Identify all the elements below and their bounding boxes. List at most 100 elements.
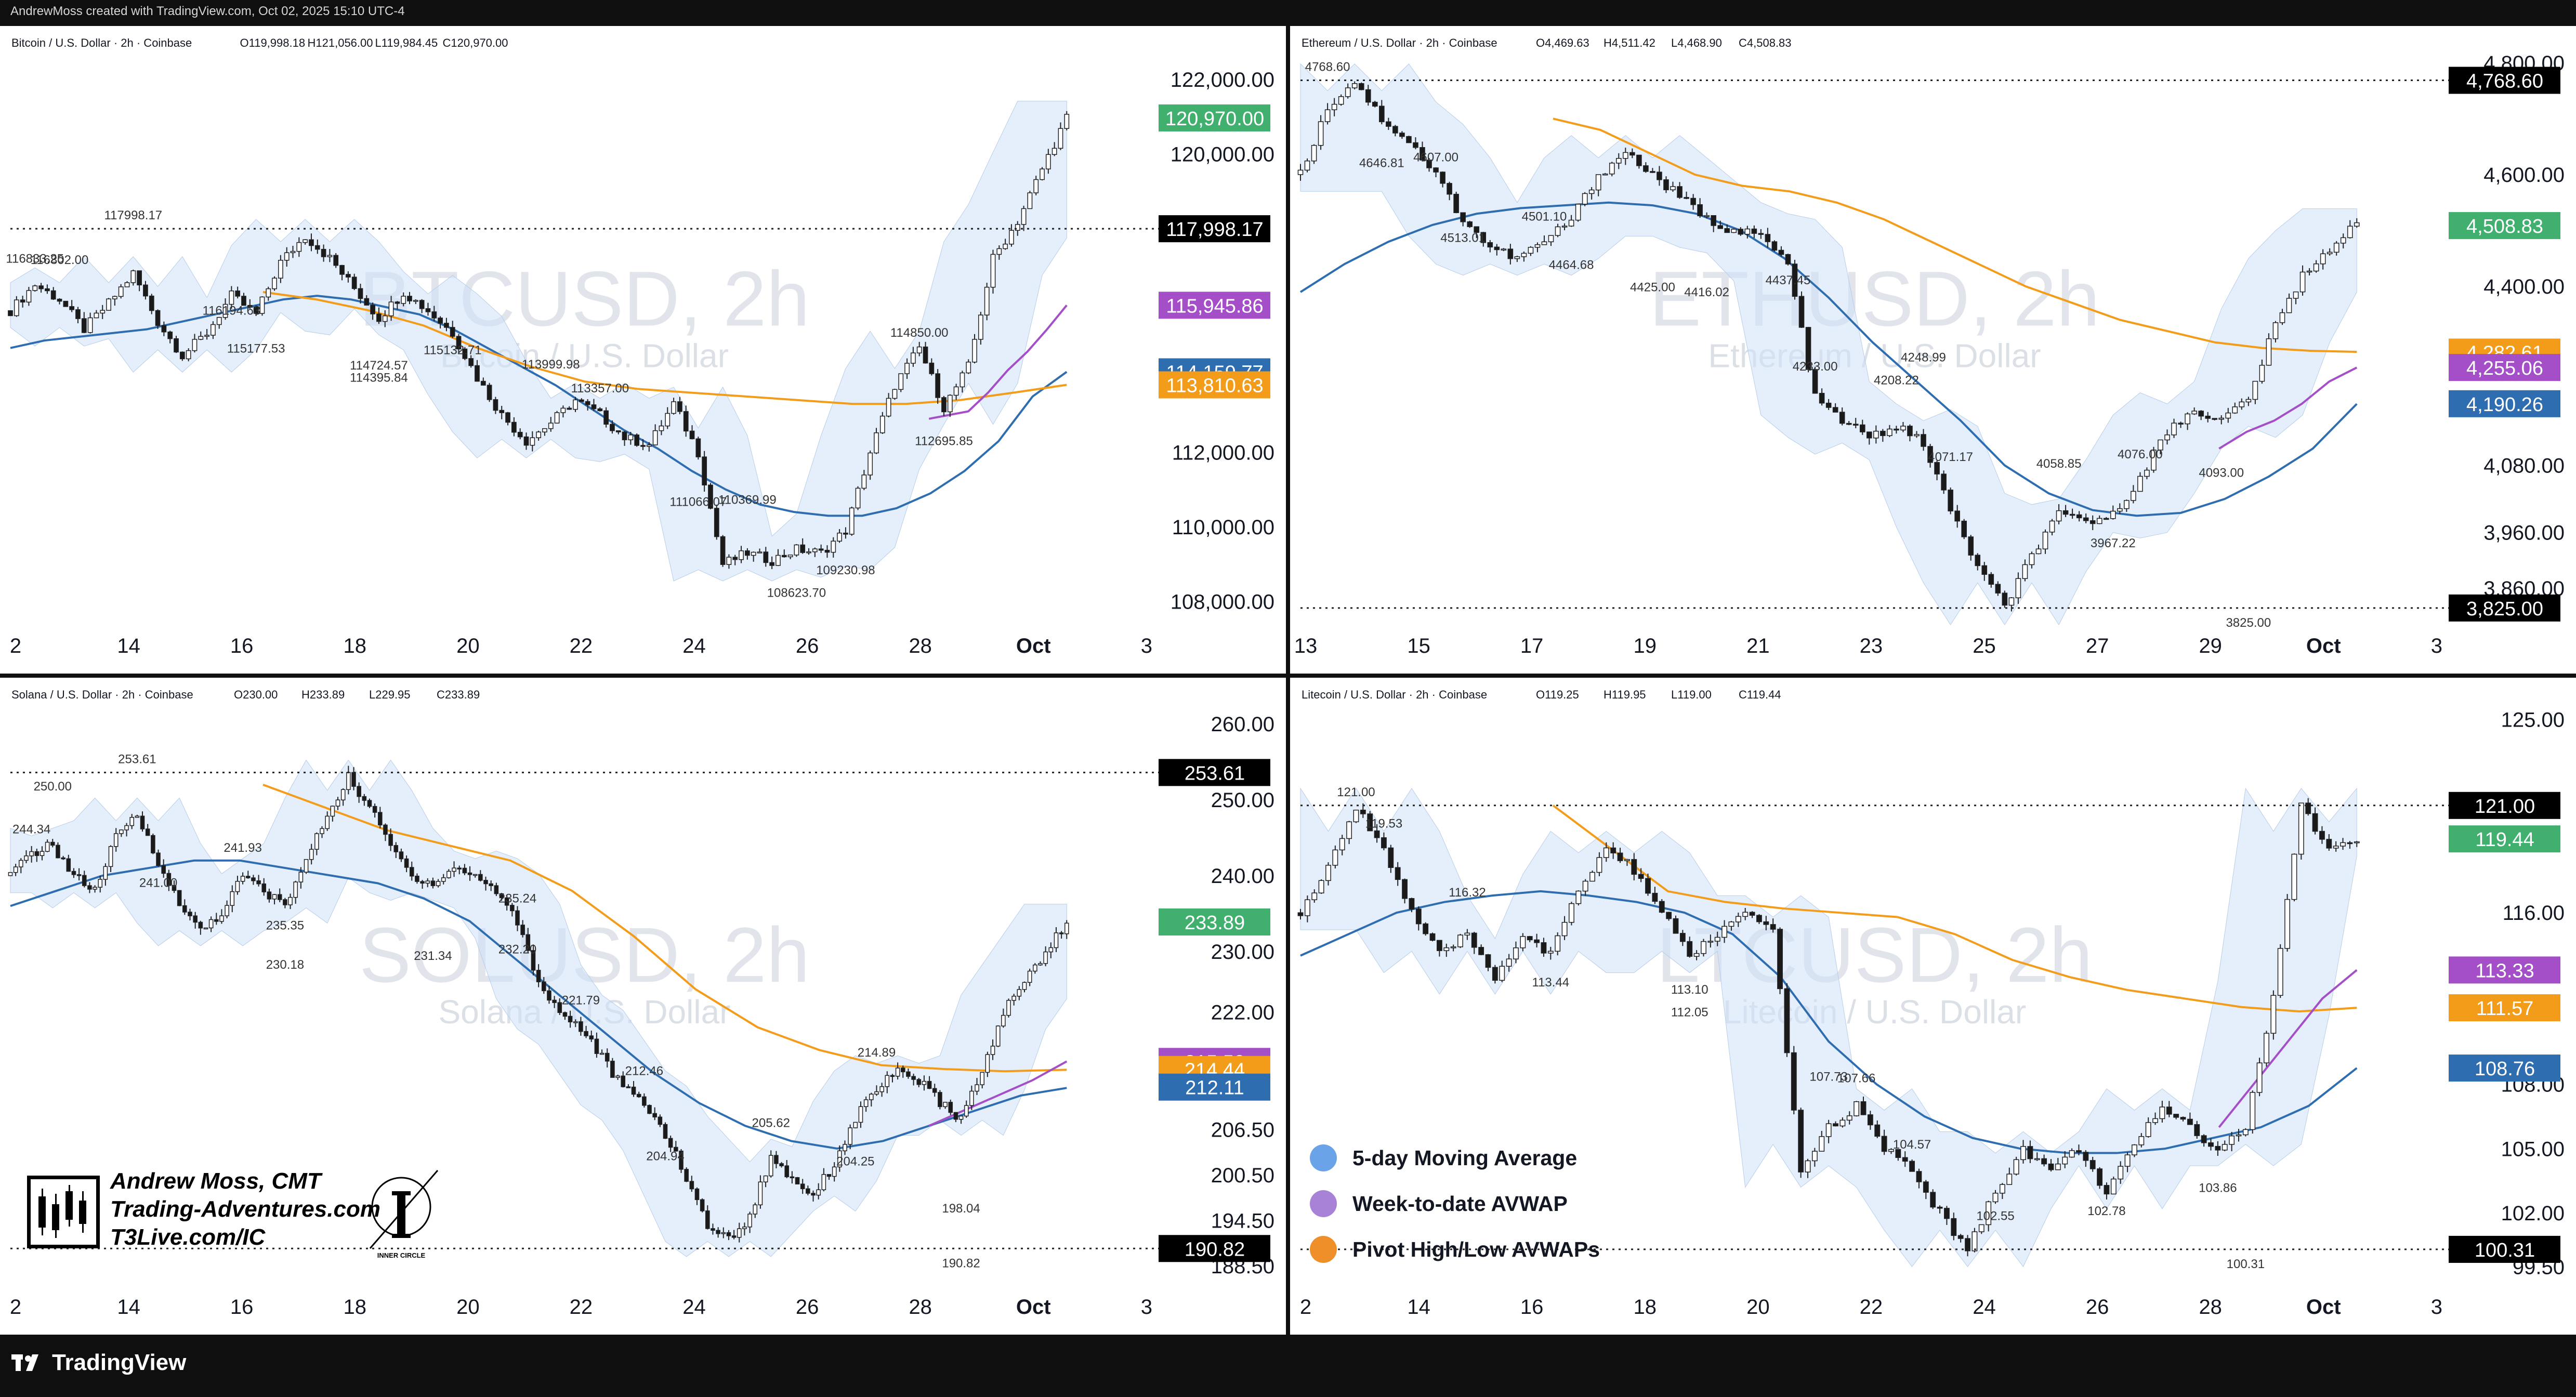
candle [50, 287, 56, 300]
candle [32, 284, 38, 292]
chart-panel-eth[interactable]: Ethereum / U.S. Dollar · 2h · Coinbase O4… [1290, 26, 2576, 674]
candle [124, 823, 129, 837]
candle [489, 880, 493, 891]
price-tag: 117,998.17 [1159, 215, 1270, 243]
candle [1721, 920, 1728, 943]
candle [2076, 511, 2082, 522]
candle [1388, 845, 1394, 873]
candle [832, 1162, 837, 1182]
candle [1944, 1206, 1950, 1225]
pivot-label: 241.00 [139, 876, 177, 890]
y-tick-label: 112,000.00 [1172, 441, 1274, 464]
candle [2326, 834, 2332, 851]
candle [253, 305, 259, 317]
candle [763, 1175, 768, 1188]
x-tick-label: 14 [117, 1296, 140, 1319]
pivot-label: 231.34 [414, 949, 452, 963]
candle [2132, 1144, 2137, 1157]
candle [1379, 100, 1385, 125]
candle [296, 237, 302, 257]
candle [26, 287, 32, 306]
candle [515, 906, 520, 931]
candle [848, 1124, 852, 1150]
candle [958, 1115, 964, 1124]
pivot-label: 232.20 [498, 943, 536, 957]
x-tick-label: 18 [344, 635, 367, 657]
ohlc-value: H119.95 [1604, 688, 1646, 701]
candle [818, 544, 824, 553]
candle [1575, 890, 1582, 906]
candle [1040, 167, 1045, 181]
candle [560, 405, 566, 418]
candle [2242, 1128, 2249, 1137]
candle [145, 824, 150, 836]
chart-panel-sol[interactable]: Solana / U.S. Dollar · 2h · Coinbase O230… [0, 678, 1286, 1335]
chart-panel-ltc[interactable]: Litecoin / U.S. Dollar · 2h · Coinbase O1… [1290, 678, 2576, 1335]
candle [2229, 1131, 2235, 1152]
y-tick-label: 4,400.00 [2483, 275, 2565, 298]
candle [1805, 326, 1811, 373]
x-tick-label: 18 [1634, 1296, 1657, 1319]
candle [161, 859, 166, 878]
ohlc-value: O119.25 [1536, 688, 1579, 701]
price-tag: 113.33 [2449, 956, 2560, 984]
pivot-label: 221.79 [562, 994, 600, 1008]
candle [214, 913, 219, 925]
candle [457, 865, 462, 875]
price-tag: 190.82 [1159, 1235, 1270, 1262]
candle [198, 331, 204, 340]
tradingview-logo[interactable]: TradingView [11, 1347, 186, 1378]
candle [75, 307, 81, 324]
candle [436, 879, 441, 888]
candle [98, 875, 103, 893]
candle [1338, 94, 1344, 106]
pivot-label: 4607.00 [1413, 150, 1458, 164]
signature-site: Trading-Adventures.com [110, 1196, 380, 1222]
candle [679, 1149, 684, 1173]
candle [172, 880, 177, 893]
candle [837, 1145, 842, 1172]
candle [757, 548, 763, 553]
candle [388, 296, 394, 321]
candle [364, 295, 370, 306]
x-tick-label: 24 [682, 1296, 706, 1319]
pivot-label: 4248.99 [1901, 351, 1946, 365]
candle [1846, 421, 1852, 426]
y-tick-label: 110,000.00 [1172, 516, 1274, 539]
candle [1711, 215, 1716, 232]
x-tick-label: 17 [1520, 635, 1544, 657]
candle [186, 348, 191, 362]
candle [781, 549, 787, 558]
candle [1859, 419, 1865, 435]
candle [57, 298, 62, 305]
chart-panel-btc[interactable]: Bitcoin / U.S. Dollar · 2h · Coinbase O11… [0, 26, 1286, 674]
candle [663, 1122, 668, 1139]
candle [731, 1230, 737, 1240]
candle [409, 861, 414, 881]
candle [1777, 927, 1783, 994]
candle [1791, 1046, 1797, 1115]
candle [1846, 1111, 1852, 1125]
candle [874, 428, 879, 454]
pivot-label: 107.66 [1837, 1071, 1875, 1085]
x-tick-label: 28 [909, 1296, 932, 1319]
candle [179, 351, 185, 361]
candle [2198, 410, 2204, 420]
candle [531, 944, 536, 976]
candle [431, 306, 437, 322]
pivot-label: 111066.07 [669, 495, 727, 509]
candle [140, 811, 145, 832]
candle [1443, 943, 1450, 957]
candle [2029, 551, 2035, 569]
x-tick-label: 16 [230, 1296, 254, 1319]
candle [1961, 519, 1967, 539]
candle [1433, 167, 1439, 178]
candle [821, 1168, 826, 1192]
candle [510, 903, 515, 917]
candle [266, 286, 271, 301]
candle [71, 868, 76, 878]
candle [8, 872, 13, 876]
ohlc-value: O119,998.18 [240, 36, 306, 49]
candle [29, 846, 34, 863]
candle [2319, 826, 2325, 844]
